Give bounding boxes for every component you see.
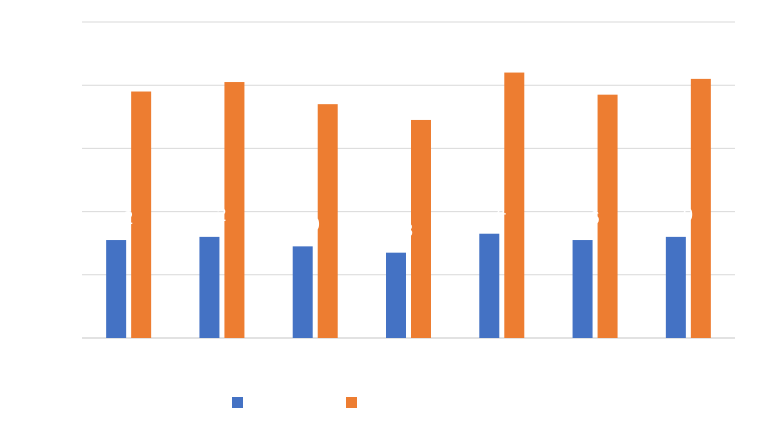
data-label: 0 [310, 214, 320, 234]
bar-series-2 [131, 91, 152, 339]
legend [232, 397, 357, 408]
data-label: 2 [123, 208, 133, 228]
bar-series-2 [317, 104, 338, 338]
bar-series-1 [572, 240, 593, 338]
data-label: 0 [683, 205, 693, 225]
data-labels: 2 2 0 8 4 6 0 [123, 202, 693, 241]
data-label: 6 [590, 208, 600, 228]
bar-series-1 [386, 252, 406, 338]
bar-series-2 [690, 78, 711, 338]
bar-series-1 [106, 240, 127, 338]
data-label: 8 [403, 221, 413, 241]
bar-series-2 [504, 72, 525, 338]
gridlines [82, 21, 735, 339]
data-label: 4 [496, 202, 506, 222]
legend-swatch-series-1 [232, 397, 243, 408]
bar-series-1 [199, 236, 220, 338]
bar-series-2 [224, 82, 245, 338]
bar-series-2 [597, 94, 618, 339]
bar-series-1 [479, 233, 500, 338]
bar-series-1 [292, 246, 313, 338]
bars [106, 72, 711, 339]
data-label: 2 [216, 205, 226, 225]
bar-series-2 [411, 119, 431, 339]
legend-swatch-series-2 [346, 397, 357, 408]
bar-series-1 [665, 236, 686, 338]
